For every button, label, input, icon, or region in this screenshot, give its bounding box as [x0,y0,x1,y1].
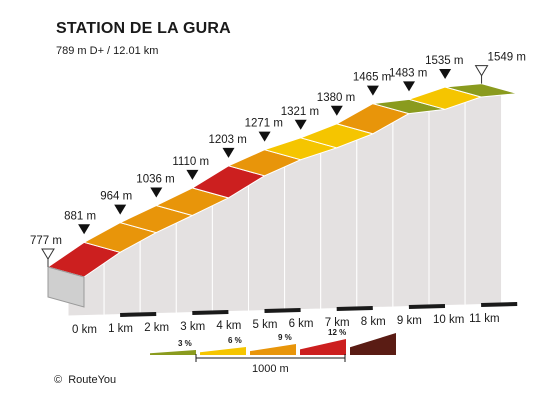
marker-arrow-8 [330,105,343,116]
elevation-markers [41,65,489,267]
legend-swatch-3 [300,339,346,355]
profile-wall-7 [320,133,358,310]
copyright-symbol: © [54,374,63,386]
x-tick-5: 5 km [253,319,278,331]
x-tick-1: 1 km [108,323,133,335]
elevation-label-11: 1535 m [425,55,463,67]
profile-side-faces [67,93,503,317]
brand-name[interactable]: RouteYou [68,374,117,386]
legend-label-2: 9 % [278,333,292,342]
marker-arrow-9 [366,85,379,96]
profile-wall-10 [428,96,466,307]
legend-swatch-2 [250,344,296,355]
baseline-dash-1 [120,312,157,317]
elevation-label-2: 964 m [100,191,132,203]
profile-wall-11 [464,93,503,306]
elevation-label-9: 1465 m [353,72,391,84]
marker-arrow-7 [294,119,307,130]
marker-arrow-6 [258,131,271,142]
legend-label-3: 12 % [328,328,346,337]
elevation-label-3: 1036 m [136,173,174,185]
x-tick-8: 8 km [361,316,386,328]
gradient-legend: 3 % 6 % 9 % 12 % 1000 m [150,328,396,375]
marker-arrow-5 [222,147,235,158]
legend-swatch-4 [350,333,396,355]
baseline-dash-7 [336,306,373,311]
profile-wall-8 [356,112,394,309]
elevation-label-0: 777 m [30,235,62,247]
marker-arrow-11 [439,68,452,79]
x-tick-4: 4 km [216,320,241,332]
distance-axis: 0 km 1 km 2 km 3 km 4 km 5 km 6 km 7 km 8 km 9 km… [72,313,500,336]
legend-swatch-1 [200,347,246,355]
marker-arrow-2 [114,204,127,215]
baseline-dash-9 [408,304,446,309]
elevation-label-4: 1110 m [172,156,209,168]
profile-front-face-left [47,266,85,308]
elevation-label-12: 1549 m [488,52,526,64]
chart-subtitle: 789 m D+ / 12.01 km [56,45,159,57]
x-tick-9: 9 km [397,315,422,327]
elevation-label-1: 881 m [64,210,96,222]
marker-arrow-10 [403,81,415,92]
elevation-label-5: 1203 m [209,134,247,146]
chart-title: STATION DE LA GURA [56,20,231,37]
profile-wall-6 [284,147,322,311]
scale-label: 1000 m [252,363,289,375]
marker-arrow-4 [186,169,199,180]
elevation-label-6: 1271 m [245,118,283,130]
baseline-dash-11 [481,302,518,307]
x-tick-6: 6 km [289,318,314,330]
baseline-dash-3 [192,310,229,315]
x-tick-0: 0 km [72,324,97,336]
x-tick-10: 10 km [433,314,464,326]
elevation-label-10: 1483 m [389,67,427,79]
marker-arrow-3 [150,187,163,198]
x-tick-7: 7 km [325,317,350,329]
legend-label-1: 6 % [228,336,242,345]
footer-credit: © RouteYou [54,374,116,386]
marker-arrow-1 [78,224,91,235]
elevation-label-7: 1321 m [281,106,319,118]
elevation-label-8: 1380 m [317,92,355,104]
x-tick-11: 11 km [469,313,499,325]
profile-gradient-bands [46,83,518,278]
legend-swatch-0 [150,350,196,355]
marker-endpoint-12 [474,65,489,77]
gradient-band-11 [444,83,518,98]
profile-front-face [47,266,518,317]
x-tick-2: 2 km [144,322,169,334]
legend-label-0: 3 % [178,339,192,348]
x-tick-3: 3 km [180,321,205,333]
marker-endpoint-0 [41,248,55,260]
baseline-dash-5 [264,308,301,313]
profile-wall-9 [392,108,430,308]
